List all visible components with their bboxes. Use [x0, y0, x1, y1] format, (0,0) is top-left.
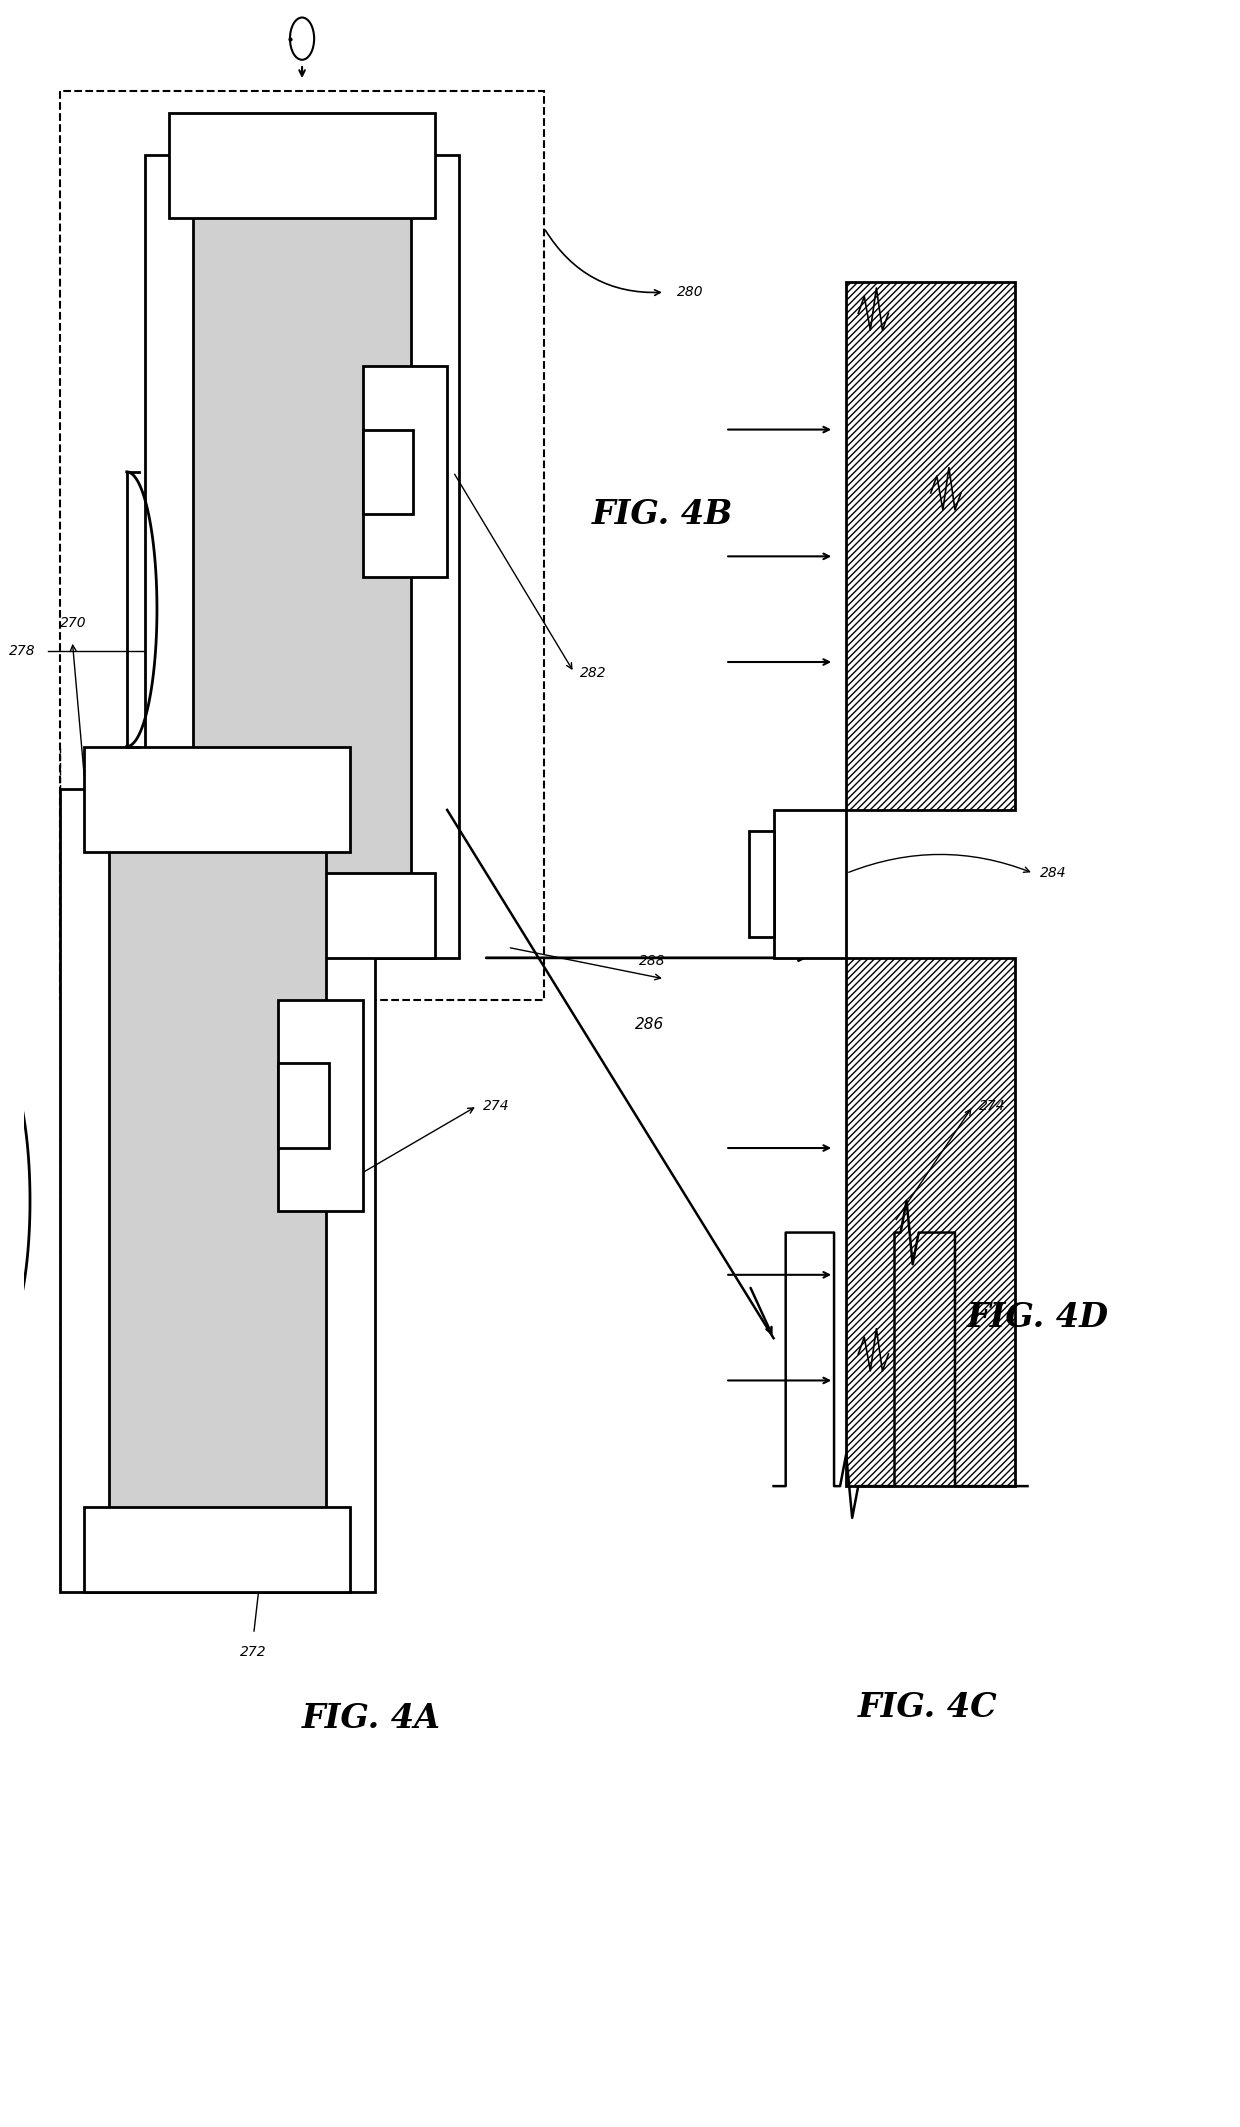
Text: FIG. 4A: FIG. 4A [303, 1702, 441, 1736]
Bar [278, 1064, 329, 1149]
Bar [84, 747, 351, 853]
Text: 274: 274 [980, 1100, 1006, 1112]
Text: FIG. 4C: FIG. 4C [858, 1691, 998, 1725]
Bar [145, 155, 459, 957]
Text: FIG. 4B: FIG. 4B [593, 498, 734, 530]
Bar [169, 113, 435, 219]
Bar [84, 1508, 351, 1591]
Bar [362, 366, 448, 579]
Bar [774, 810, 846, 957]
Bar [109, 832, 326, 1548]
Text: 278: 278 [10, 644, 36, 659]
Text: 286: 286 [635, 1017, 663, 1032]
Bar [846, 281, 1016, 810]
Text: FIG. 4D: FIG. 4D [967, 1300, 1109, 1334]
Text: 284: 284 [1039, 866, 1066, 881]
Text: 270: 270 [61, 617, 87, 630]
Bar [362, 430, 413, 515]
Text: 276: 276 [254, 617, 280, 630]
Text: 270: 270 [156, 1010, 182, 1025]
Text: 274: 274 [484, 1100, 510, 1112]
Text: 282: 282 [580, 666, 606, 679]
Bar [749, 832, 774, 936]
Text: 288: 288 [640, 955, 666, 968]
Bar [278, 1000, 362, 1212]
Bar [169, 874, 435, 957]
Text: 280: 280 [677, 285, 703, 300]
Text: 278: 278 [325, 1010, 352, 1025]
Text: 272: 272 [241, 1644, 267, 1659]
Bar [846, 957, 1016, 1487]
Bar [61, 91, 544, 1000]
Bar [193, 198, 410, 915]
Bar [61, 789, 374, 1591]
